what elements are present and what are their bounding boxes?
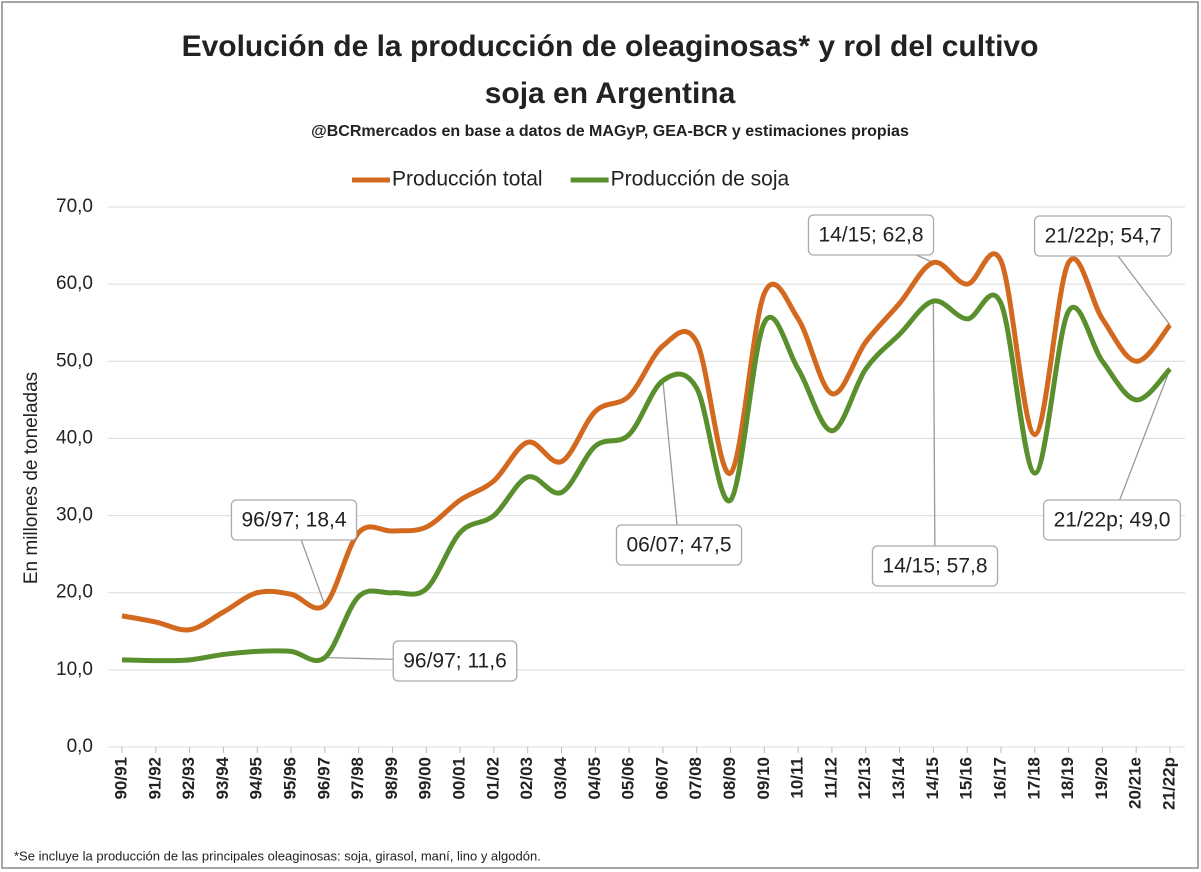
- x-tick-label: 92/93: [179, 757, 198, 800]
- x-tick-label: 19/20: [1092, 757, 1111, 800]
- y-tick-label: 30,0: [56, 505, 93, 526]
- x-tick-label: 02/03: [517, 757, 536, 800]
- x-tick-label: 08/09: [720, 757, 739, 800]
- x-tick-label: 15/16: [957, 757, 976, 800]
- x-tick-label: 97/98: [348, 757, 367, 800]
- annotation-box: [871, 545, 999, 587]
- x-tick-label: 09/10: [754, 757, 773, 800]
- x-tick-label: 99/00: [416, 757, 435, 800]
- annotation: 21/22p; 54,7: [1033, 215, 1173, 257]
- chart-title-line2: soja en Argentina: [485, 77, 736, 110]
- annotation-label: 14/15; 62,8: [818, 224, 923, 247]
- x-tick-label: 18/19: [1058, 757, 1077, 800]
- x-tick-label: 17/18: [1024, 757, 1043, 800]
- legend-label: Producción total: [392, 168, 543, 191]
- annotation-label: 96/97; 18,4: [241, 509, 346, 532]
- y-tick-label: 70,0: [56, 196, 93, 217]
- x-tick-label: 91/92: [145, 757, 164, 800]
- x-tick-label: 10/11: [788, 757, 807, 799]
- chart-title: Evolución de la producción de oleaginosa…: [182, 30, 1039, 63]
- y-tick-label: 10,0: [56, 659, 93, 680]
- annotation-label: 14/15; 57,8: [882, 555, 987, 578]
- x-tick-label: 96/97: [314, 757, 333, 800]
- annotation-leader: [1111, 368, 1171, 521]
- y-tick-label: 40,0: [56, 427, 93, 448]
- x-tick-label: 20/21e: [1126, 757, 1145, 809]
- x-tick-label: 00/01: [450, 757, 469, 800]
- y-tick-label: 0,0: [67, 736, 93, 757]
- x-tick-label: 14/15: [923, 757, 942, 800]
- legend-label: Producción de soja: [611, 168, 790, 191]
- annotation: 21/22p; 49,0: [1042, 499, 1182, 541]
- annotation-box: [807, 214, 935, 256]
- x-tick-label: 98/99: [382, 757, 401, 800]
- y-tick-label: 60,0: [56, 273, 93, 294]
- x-tick-label: 03/04: [551, 756, 570, 799]
- annotation-label: 21/22p; 54,7: [1045, 225, 1162, 248]
- annotation-box: [1042, 499, 1182, 541]
- x-tick-label: 04/05: [585, 757, 604, 800]
- y-tick-label: 50,0: [56, 350, 93, 371]
- x-tick-label: 05/06: [619, 757, 638, 800]
- annotation-label: 21/22p; 49,0: [1054, 509, 1171, 532]
- annotation-label: 96/97; 11,6: [403, 650, 507, 673]
- x-tick-label: 11/12: [821, 757, 840, 799]
- annotation-box: [615, 524, 743, 566]
- x-tick-label: 07/08: [686, 757, 705, 800]
- x-tick-label: 01/02: [483, 757, 502, 800]
- annotation-label: 06/07; 47,5: [626, 534, 731, 557]
- annotation: 14/15; 57,8: [871, 545, 999, 587]
- x-tick-label: 21/22p: [1159, 757, 1178, 810]
- annotation-box: [230, 499, 358, 541]
- annotation-leader: [662, 380, 680, 546]
- series-line: [121, 292, 1172, 664]
- annotation-leader: [932, 301, 936, 567]
- x-tick-label: 13/14: [889, 756, 908, 799]
- x-tick-label: 93/94: [213, 756, 232, 799]
- x-tick-label: 95/96: [281, 757, 300, 800]
- x-tick-label: 16/17: [990, 757, 1009, 800]
- annotation: 96/97; 11,6: [392, 640, 518, 682]
- x-tick-label: 94/95: [247, 757, 266, 800]
- annotation: 96/97; 18,4: [230, 499, 358, 541]
- annotation-box: [1033, 215, 1173, 257]
- y-tick-label: 20,0: [56, 582, 93, 603]
- annotation: 14/15; 62,8: [807, 214, 935, 256]
- y-axis-label: En millones de toneladas: [21, 372, 42, 584]
- annotation: 06/07; 47,5: [615, 524, 743, 566]
- subtitle: @BCRmercados en base a datos de MAGyP, G…: [311, 123, 909, 140]
- annotation-box: [392, 640, 518, 682]
- series-line: [121, 251, 1172, 633]
- footnote: *Se incluye la producción de las princip…: [14, 848, 541, 863]
- x-tick-label: 06/07: [652, 757, 671, 800]
- x-tick-label: 90/91: [111, 757, 130, 800]
- x-tick-label: 12/13: [855, 757, 874, 800]
